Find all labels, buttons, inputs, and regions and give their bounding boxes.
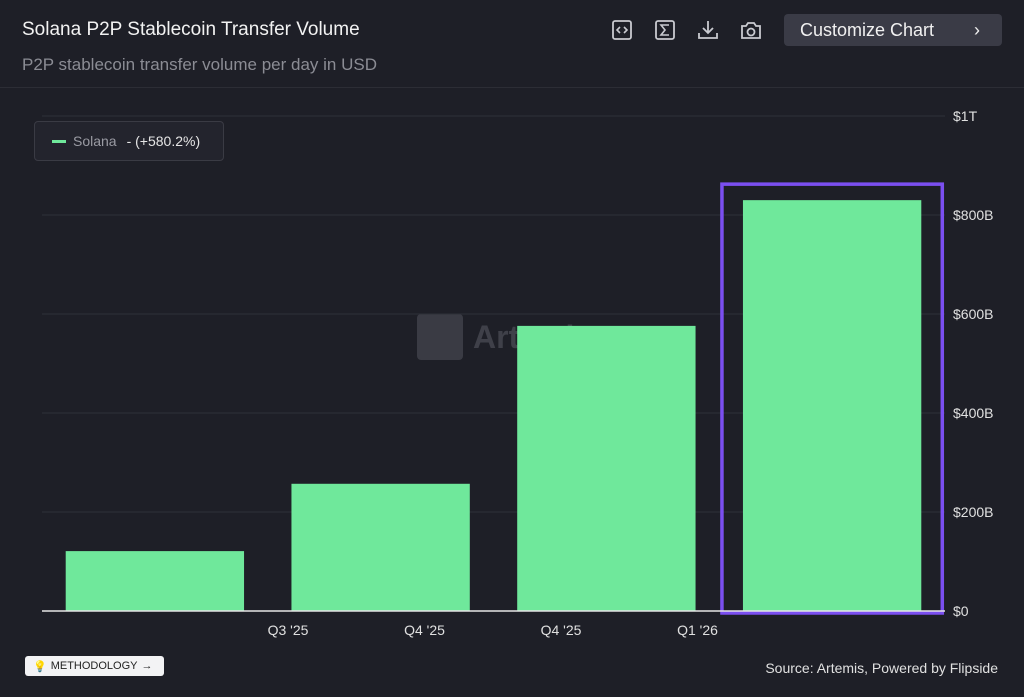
lightbulb-icon: 💡	[33, 660, 47, 673]
x-tick-label: Q1 '26	[677, 622, 718, 638]
x-tick-label: Q3 '25	[268, 622, 309, 638]
chart-subtitle: P2P stablecoin transfer volume per day i…	[22, 55, 377, 74]
legend[interactable]: Solana - (+580.2%)	[34, 121, 224, 161]
bar	[742, 200, 922, 611]
sigma-icon[interactable]	[652, 17, 678, 43]
methodology-button[interactable]: 💡 METHODOLOGY →	[25, 656, 164, 676]
customize-chart-label: Customize Chart	[800, 19, 935, 40]
highlight-box	[720, 182, 945, 615]
header-divider	[0, 87, 1024, 88]
y-tick-label: $800B	[953, 207, 993, 223]
bar	[517, 325, 696, 611]
source-text: Source: Artemis, Powered by Flipside	[765, 660, 998, 676]
y-tick-label: $200B	[953, 504, 993, 520]
y-tick-label: $0	[953, 603, 969, 619]
arrow-right-icon: →	[141, 660, 153, 672]
legend-series-name: Solana	[73, 133, 117, 149]
chart-title: Solana P2P Stablecoin Transfer Volume	[22, 19, 360, 40]
customize-chart-button[interactable]: Customize Chart ›	[784, 14, 1002, 46]
legend-change: - (+580.2%)	[126, 133, 201, 149]
y-tick-label: $400B	[953, 405, 993, 421]
legend-swatch	[52, 139, 66, 143]
y-tick-label: $1T	[953, 108, 978, 124]
x-tick-label: Q4 '25	[404, 622, 445, 638]
x-tick-label: Q4 '25	[541, 622, 582, 638]
y-tick-label: $600B	[953, 306, 993, 322]
camera-icon[interactable]	[738, 17, 764, 43]
methodology-label: METHODOLOGY	[50, 660, 138, 672]
artemis-logo-icon	[417, 314, 463, 360]
download-icon[interactable]	[695, 17, 721, 43]
embed-icon[interactable]	[609, 17, 635, 43]
bar	[291, 483, 470, 611]
bar	[65, 551, 245, 611]
chevron-right-icon: ›	[974, 19, 980, 40]
